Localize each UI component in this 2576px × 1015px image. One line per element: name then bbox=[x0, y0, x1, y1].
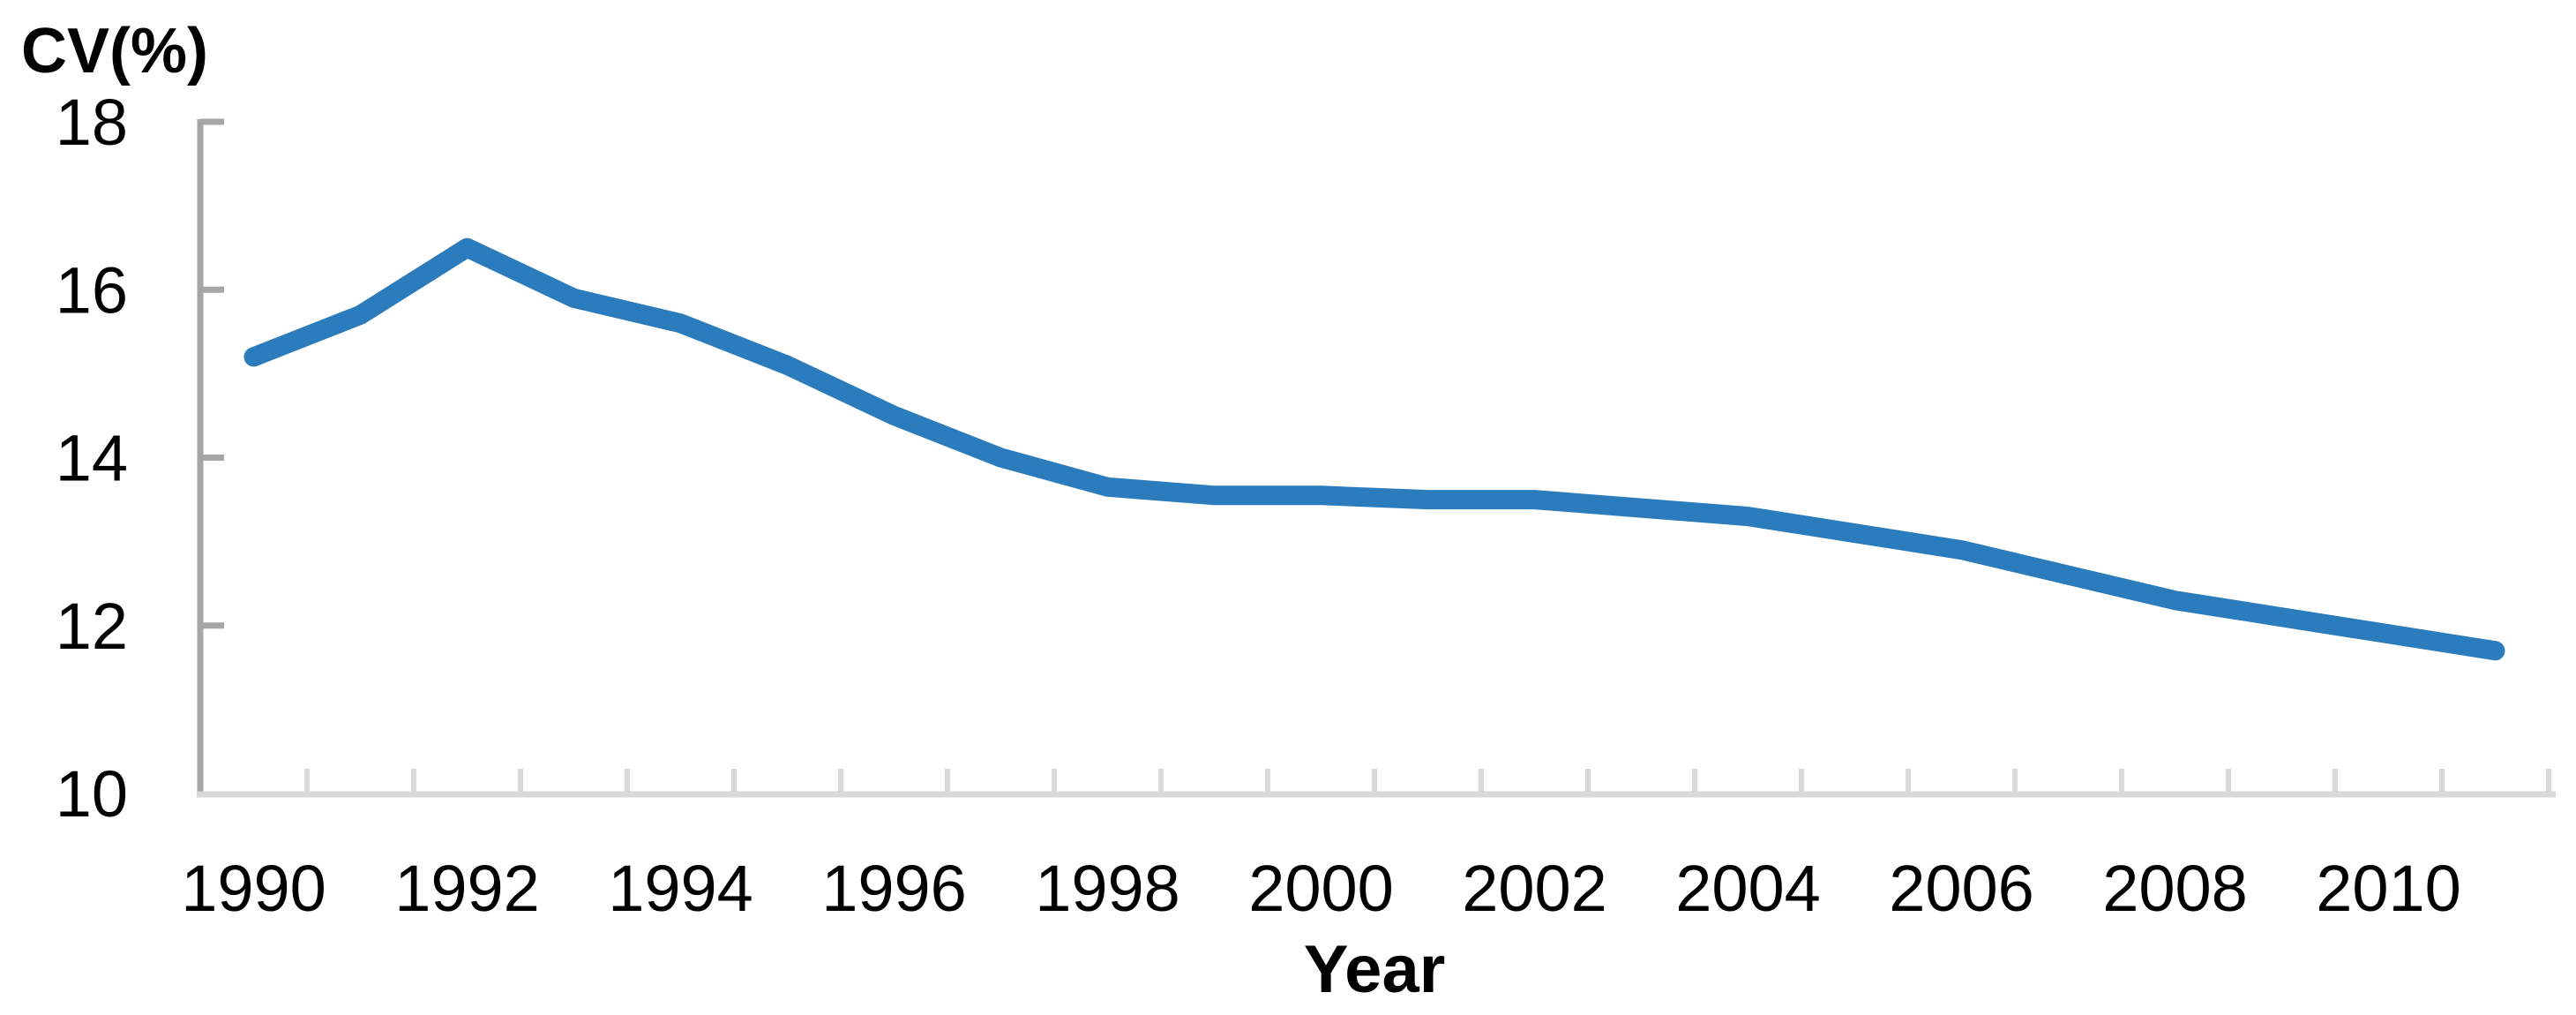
x-axis-tick-label: 1994 bbox=[608, 852, 753, 925]
plot-series bbox=[243, 237, 2505, 661]
x-axis-tick-label: 2000 bbox=[1248, 852, 1394, 925]
y-axis-tick-labels: 18 16 14 12 10 bbox=[56, 86, 128, 831]
y-axis-tick-label: 14 bbox=[56, 422, 128, 495]
y-axis-tick-label: 12 bbox=[56, 590, 128, 663]
x-axis-tick-label: 1990 bbox=[181, 852, 326, 925]
x-axis-tick-label: 2006 bbox=[1889, 852, 2034, 925]
y-axis-ticks bbox=[200, 118, 224, 629]
x-axis-title: Year bbox=[1304, 932, 1446, 1007]
x-axis-tick-label: 2002 bbox=[1462, 852, 1607, 925]
x-axis-tick-label: 1998 bbox=[1035, 852, 1180, 925]
y-axis-tick-label: 10 bbox=[56, 757, 128, 831]
x-axis-tick-label: 1996 bbox=[821, 852, 967, 925]
y-axis-tick-label: 18 bbox=[56, 86, 128, 159]
y-axis-tick-label: 16 bbox=[56, 253, 128, 327]
x-axis-tick-label: 1992 bbox=[394, 852, 540, 925]
chart-title: CV(%) bbox=[21, 16, 208, 86]
cv-series-line bbox=[243, 237, 2505, 661]
x-axis-tick-labels: 1990 1992 1994 1996 1998 2000 2002 2004 2006 2008… bbox=[181, 852, 2461, 925]
x-axis-tick-label: 2010 bbox=[2316, 852, 2461, 925]
x-axis-tick-label: 2008 bbox=[2102, 852, 2248, 925]
x-axis-tick-label: 2004 bbox=[1675, 852, 1821, 925]
